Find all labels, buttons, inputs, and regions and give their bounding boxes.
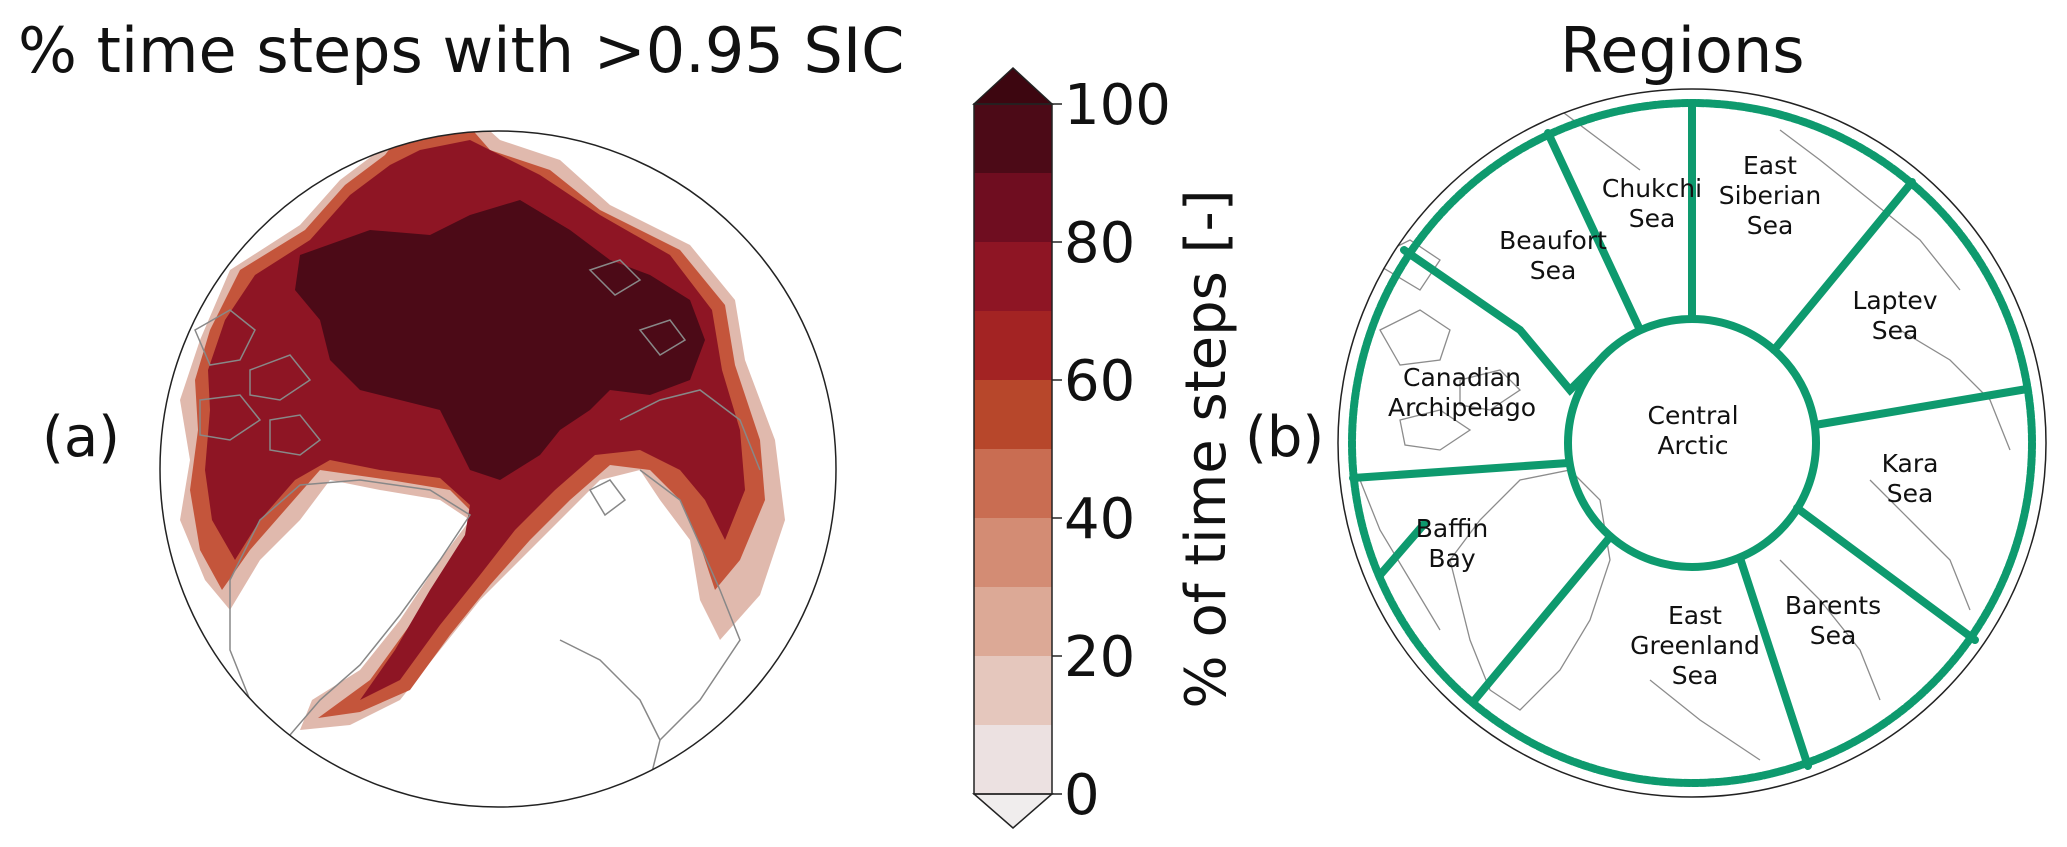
divider-laptev-kara [1811,385,2031,429]
region-label: Kara Sea [1882,449,1939,508]
panel-a-title: % time steps with >0.95 SIC [18,14,905,87]
divider-barents-eastgreenland [1736,554,1812,770]
panel-a-label: (a) [42,405,121,470]
divider-eastsiberian-laptev [1770,178,1916,354]
colorbar-frame [973,103,1053,795]
divider-baffin-extension [1376,519,1429,579]
colorbar: 0 20 40 60 80 100 % of time steps [-] [971,66,1239,829]
colorbar-segment [974,449,1052,518]
region-label: Laptev Sea [1852,286,1937,345]
colorbar-segment [974,104,1052,173]
panel-b-title: Regions [1560,14,1805,87]
colorbar-segment [974,725,1052,794]
colorbar-segment [974,242,1052,311]
map-b-background [1338,89,2046,797]
sic-map [159,130,837,808]
region-label: Baffin Bay [1416,514,1489,573]
colorbar-tick-label: 40 [1064,487,1135,552]
colorbar-segment [974,173,1052,242]
colorbar-over-arrow [972,66,1054,105]
colorbar-ticks: 0 20 40 60 80 100 [1052,73,1171,828]
region-label: East Greenland Sea [1630,601,1760,690]
divider-kara-barents [1793,504,1979,644]
region-label: Barents Sea [1785,591,1881,650]
divider-baffin-canadian [1349,459,1572,482]
sic-band-core [295,200,705,480]
divider-canadian-beaufort [1400,246,1599,396]
colorbar-label: % of time steps [-] [1174,189,1239,708]
divider-beaufort-chukchi [1544,129,1644,334]
panel-b-label: (b) [1245,405,1325,470]
region-label: Beaufort Sea [1499,226,1607,285]
colorbar-tick-label: 60 [1064,349,1135,414]
colorbar-segment [974,311,1052,380]
region-labels: Chukchi Sea East Siberian Sea Beaufort Sea Lapt… [1388,151,1938,690]
map-a-outline [159,130,837,808]
colorbar-tick-label: 0 [1064,763,1100,828]
colorbar-segments [974,104,1052,794]
colorbar-under-arrow [971,793,1055,829]
region-boundaries [1348,99,2036,787]
colorbar-segment [974,587,1052,656]
region-label: East Siberian Sea [1719,151,1821,240]
region-label: Canadian Archipelago [1388,363,1536,422]
region-label: Chukchi Sea [1602,174,1702,233]
region-label: Central Arctic [1647,401,1738,460]
colorbar-tick-label: 20 [1064,625,1135,690]
divider-eastgreenland-baffin [1469,533,1614,706]
colorbar-tick-label: 100 [1064,73,1171,138]
colorbar-tick-label: 80 [1064,211,1135,276]
colorbar-segment [974,656,1052,725]
colorbar-segment [974,380,1052,449]
colorbar-segment [974,518,1052,587]
map-b-outline [1337,88,2047,798]
regions-map: Chukchi Sea East Siberian Sea Beaufort Sea Lapt… [1337,88,2047,798]
